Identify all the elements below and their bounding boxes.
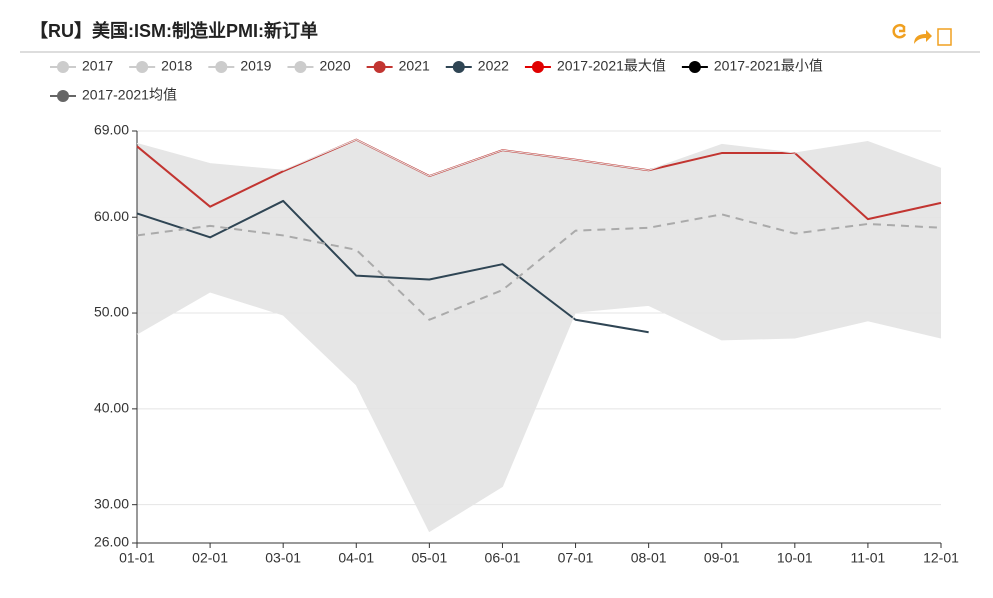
x-tick-label: 11-01 [851,550,886,566]
refresh-icon[interactable] [892,23,907,39]
x-tick-label: 03-01 [265,550,301,566]
chart-title: 【RU】美国:ISM:制造业PMI:新订单 [30,20,318,41]
series-line [136,139,942,177]
x-tick-label: 04-01 [338,550,374,566]
legend-marker [452,61,465,73]
y-tick-label: 69.00 [94,122,129,138]
legend-marker [57,61,69,73]
legend-marker [531,61,544,73]
y-tick-label: 30.00 [94,495,129,511]
x-tick-label: 08-01 [631,550,667,566]
legend-marker [373,61,386,73]
x-tick-label: 01-01 [119,550,155,566]
share-icon[interactable] [914,30,932,44]
legend-label[interactable]: 2022 [478,58,509,74]
x-tick-label: 07-01 [558,550,594,566]
legend-marker [215,61,228,73]
x-tick-label: 02-01 [192,550,228,566]
legend-label[interactable]: 2017-2021均值 [82,87,177,103]
y-tick-label: 60.00 [94,208,129,224]
legend-label[interactable]: 2017-2021最小值 [714,58,823,74]
legend-marker [688,61,701,73]
y-tick-label: 40.00 [94,400,129,416]
x-tick-label: 05-01 [411,550,447,566]
y-tick-label: 50.00 [94,304,129,320]
legend-marker [136,61,149,73]
legend-marker [294,61,307,73]
series-line [136,291,942,533]
range-band [137,139,941,532]
legend-label[interactable]: 2020 [319,58,350,74]
legend-label[interactable]: 2019 [240,58,271,74]
y-tick-label: 26.00 [94,534,129,550]
legend-label[interactable]: 2018 [161,58,192,74]
toolbar [892,23,952,46]
series-line [136,213,942,321]
legend-label[interactable]: 2017-2021最大值 [557,58,666,74]
legend-label[interactable]: 2021 [399,58,430,74]
x-tick-label: 09-01 [704,550,740,566]
x-tick-label: 06-01 [485,550,521,566]
legend-marker [57,90,69,102]
x-tick-label: 12-01 [923,550,959,566]
legend-label[interactable]: 2017 [82,58,113,74]
x-tick-label: 10-01 [777,550,813,566]
series-line [136,199,649,334]
image-icon[interactable] [937,28,952,46]
